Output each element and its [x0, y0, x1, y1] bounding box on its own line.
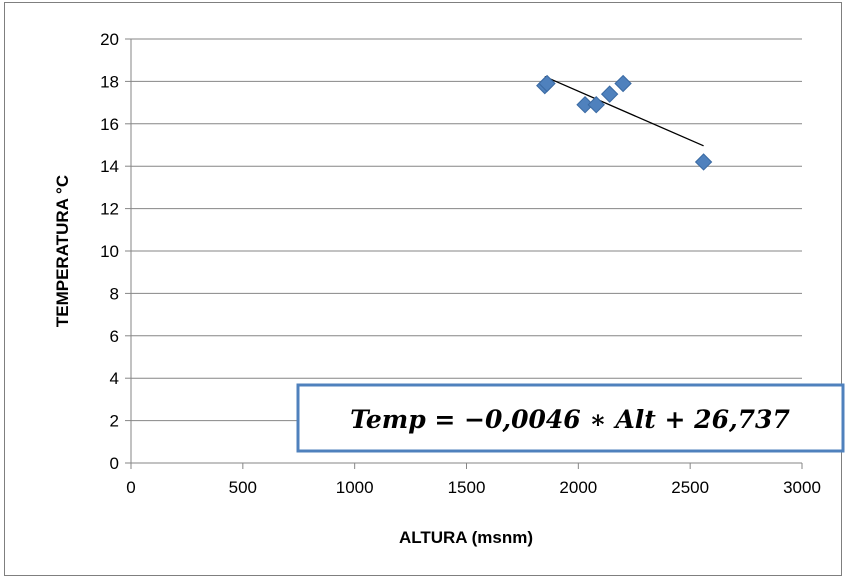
y-tick-label: 16: [100, 115, 119, 134]
y-tick-label: 0: [110, 454, 119, 473]
x-tick-labels: 0 500 1000 1500 2000 2500 3000: [126, 478, 821, 497]
data-points: [536, 74, 713, 171]
data-point: [694, 153, 713, 171]
y-tick-label: 12: [100, 200, 119, 219]
trendline-group: [544, 75, 704, 147]
x-tick-label: 500: [229, 478, 257, 497]
y-tick-label: 14: [100, 157, 119, 176]
chart-frame: [4, 2, 842, 576]
x-tick-label: 1000: [336, 478, 374, 497]
axes: [125, 38, 803, 469]
data-point: [587, 96, 605, 114]
x-tick-label: 2000: [559, 478, 597, 497]
y-tick-label: 8: [110, 284, 119, 303]
y-tick-label: 18: [100, 72, 119, 91]
x-tick-label: 0: [126, 478, 135, 497]
y-tick-label: 20: [100, 30, 119, 49]
y-axis-title: TEMPERATURA °C: [53, 175, 72, 327]
data-point: [538, 74, 556, 93]
trendline: [544, 75, 704, 147]
grid-lines: [131, 38, 802, 422]
x-tick-label: 1500: [448, 478, 486, 497]
y-tick-label: 10: [100, 242, 119, 261]
y-tick-label: 6: [110, 327, 119, 346]
y-tick-label: 4: [110, 369, 119, 388]
equation-text: Temp = −0,0046 ∗ Alt + 26,737: [350, 405, 790, 434]
x-tick-label: 3000: [783, 478, 821, 497]
equation-box: [296, 383, 845, 453]
y-tick-label: 2: [110, 412, 119, 431]
x-axis-title: ALTURA (msnm): [399, 528, 533, 547]
equation-annotation: Temp = −0,0046 ∗ Alt + 26,737: [296, 383, 845, 453]
y-tick-labels: 0 2 4 6 8 10 12 14 16 18 20: [100, 30, 119, 473]
data-point: [600, 85, 619, 103]
x-tick-label: 2500: [671, 478, 709, 497]
data-point: [614, 74, 632, 93]
